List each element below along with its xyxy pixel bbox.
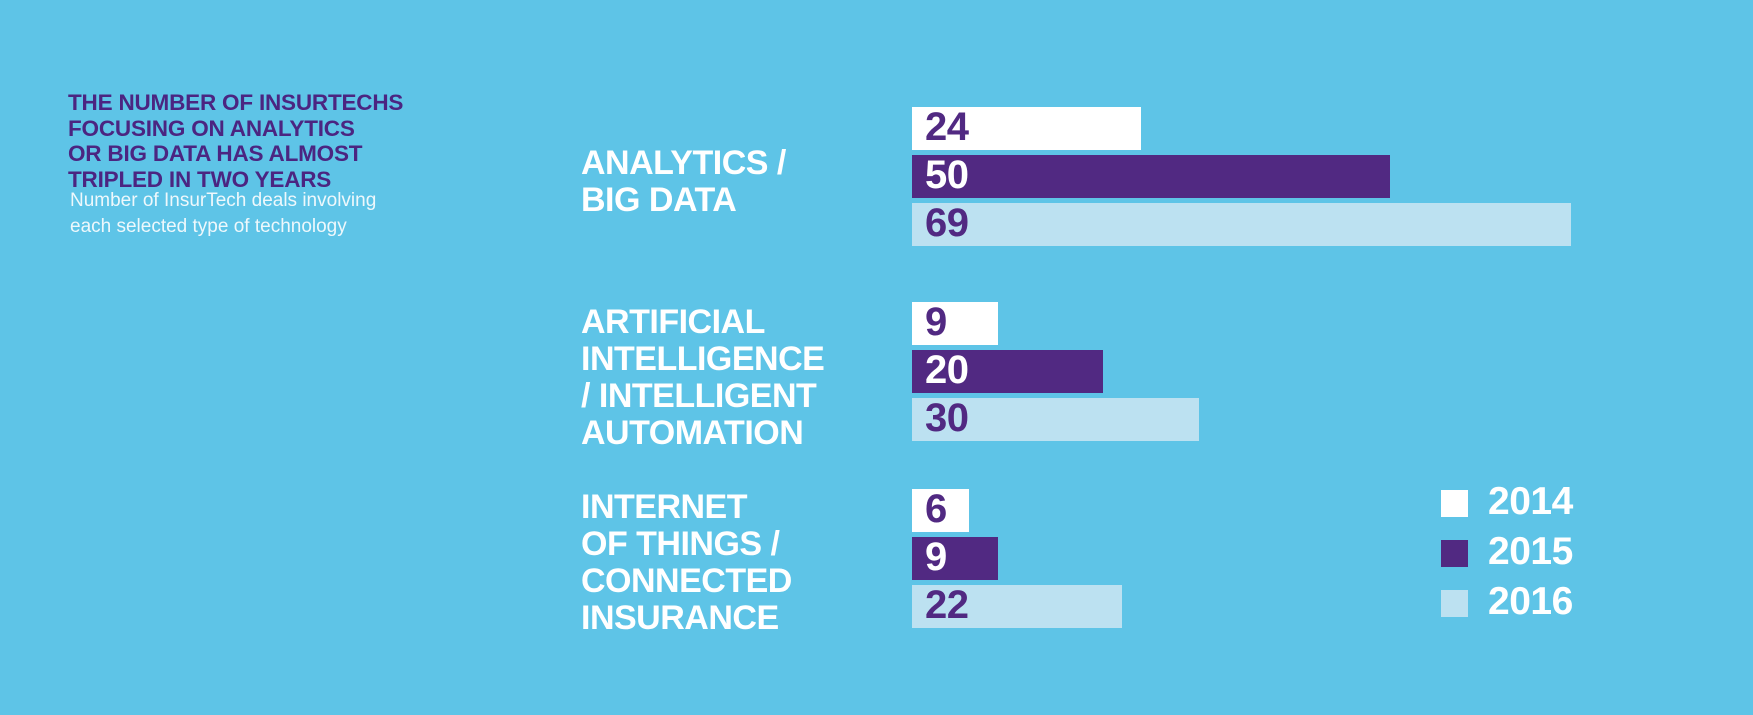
bar-iot-2015: 9 [912, 537, 998, 580]
bar-row: 9 [912, 537, 1122, 580]
title-line: THE NUMBER OF INSURTECHS [68, 90, 404, 115]
bar-stack: 24 50 69 [912, 107, 1571, 251]
bar-value: 20 [925, 347, 969, 392]
legend-label-2015: 2015 [1488, 529, 1573, 573]
bar-ai-2016: 30 [912, 398, 1199, 441]
bar-value: 69 [925, 200, 969, 245]
bar-analytics-2015: 50 [912, 155, 1390, 198]
bar-row: 6 [912, 489, 1122, 532]
group-label-line: ARTIFICIAL [581, 303, 765, 341]
bar-row: 24 [912, 107, 1571, 150]
group-label-line: INTERNET [581, 488, 748, 526]
title-line: TRIPLED IN TWO YEARS [68, 166, 332, 192]
bar-analytics-2014: 24 [912, 107, 1141, 150]
bar-row: 30 [912, 398, 1199, 441]
bar-value: 22 [925, 582, 969, 627]
title-line: FOCUSING ON ANALYTICS [68, 115, 355, 141]
group-label-line: INTELLIGENCE [581, 340, 825, 378]
legend-swatch-2015 [1441, 539, 1468, 567]
group-label-line: OF THINGS / [581, 525, 780, 563]
legend-swatch-2016 [1441, 589, 1468, 617]
subtitle-line: Number of InsurTech deals involving [70, 190, 377, 211]
bar-row: 22 [912, 585, 1122, 628]
subtitle-line: each selected type of technology [70, 216, 347, 237]
legend: 2014 2015 2016 [1441, 481, 1573, 631]
legend-item-2015: 2015 [1441, 531, 1573, 575]
legend-swatch-2014 [1441, 489, 1468, 517]
title-line: OR BIG DATA HAS ALMOST [68, 141, 363, 166]
bar-value: 50 [925, 152, 969, 197]
group-label-line: ANALYTICS / [581, 144, 786, 182]
group-label-line: BIG DATA [581, 181, 737, 219]
group-label-internet-of-things: INTERNET OF THINGS / CONNECTED INSURANCE [581, 489, 941, 637]
page-title: THE NUMBER OF INSURTECHS FOCUSING ON ANA… [68, 90, 403, 192]
legend-label-2014: 2014 [1488, 479, 1573, 523]
bar-iot-2014: 6 [912, 489, 969, 532]
bar-stack: 6 9 22 [912, 489, 1122, 633]
group-label-analytics-big-data: ANALYTICS / BIG DATA [581, 145, 941, 219]
bar-value: 6 [925, 486, 947, 531]
bar-row: 69 [912, 203, 1571, 246]
bar-analytics-2016: 69 [912, 203, 1571, 246]
group-label-line: / INTELLIGENT [581, 377, 817, 415]
legend-item-2016: 2016 [1441, 581, 1573, 625]
bar-row: 9 [912, 302, 1199, 345]
group-label-line: CONNECTED [581, 562, 792, 600]
bar-row: 50 [912, 155, 1571, 198]
legend-item-2014: 2014 [1441, 481, 1573, 525]
bar-row: 20 [912, 350, 1199, 393]
bar-stack: 9 20 30 [912, 302, 1199, 446]
legend-label-2016: 2016 [1488, 579, 1573, 623]
group-label-line: INSURANCE [581, 599, 779, 637]
page-subtitle: Number of InsurTech deals involving each… [70, 188, 376, 240]
group-label-artificial-intelligence: ARTIFICIAL INTELLIGENCE / INTELLIGENT AU… [581, 304, 941, 452]
bar-value: 24 [925, 104, 969, 149]
group-label-line: AUTOMATION [581, 414, 804, 452]
bar-ai-2015: 20 [912, 350, 1103, 393]
bar-value: 9 [925, 299, 947, 344]
bar-ai-2014: 9 [912, 302, 998, 345]
bar-iot-2016: 22 [912, 585, 1122, 628]
bar-value: 30 [925, 395, 969, 440]
bar-value: 9 [925, 534, 947, 579]
